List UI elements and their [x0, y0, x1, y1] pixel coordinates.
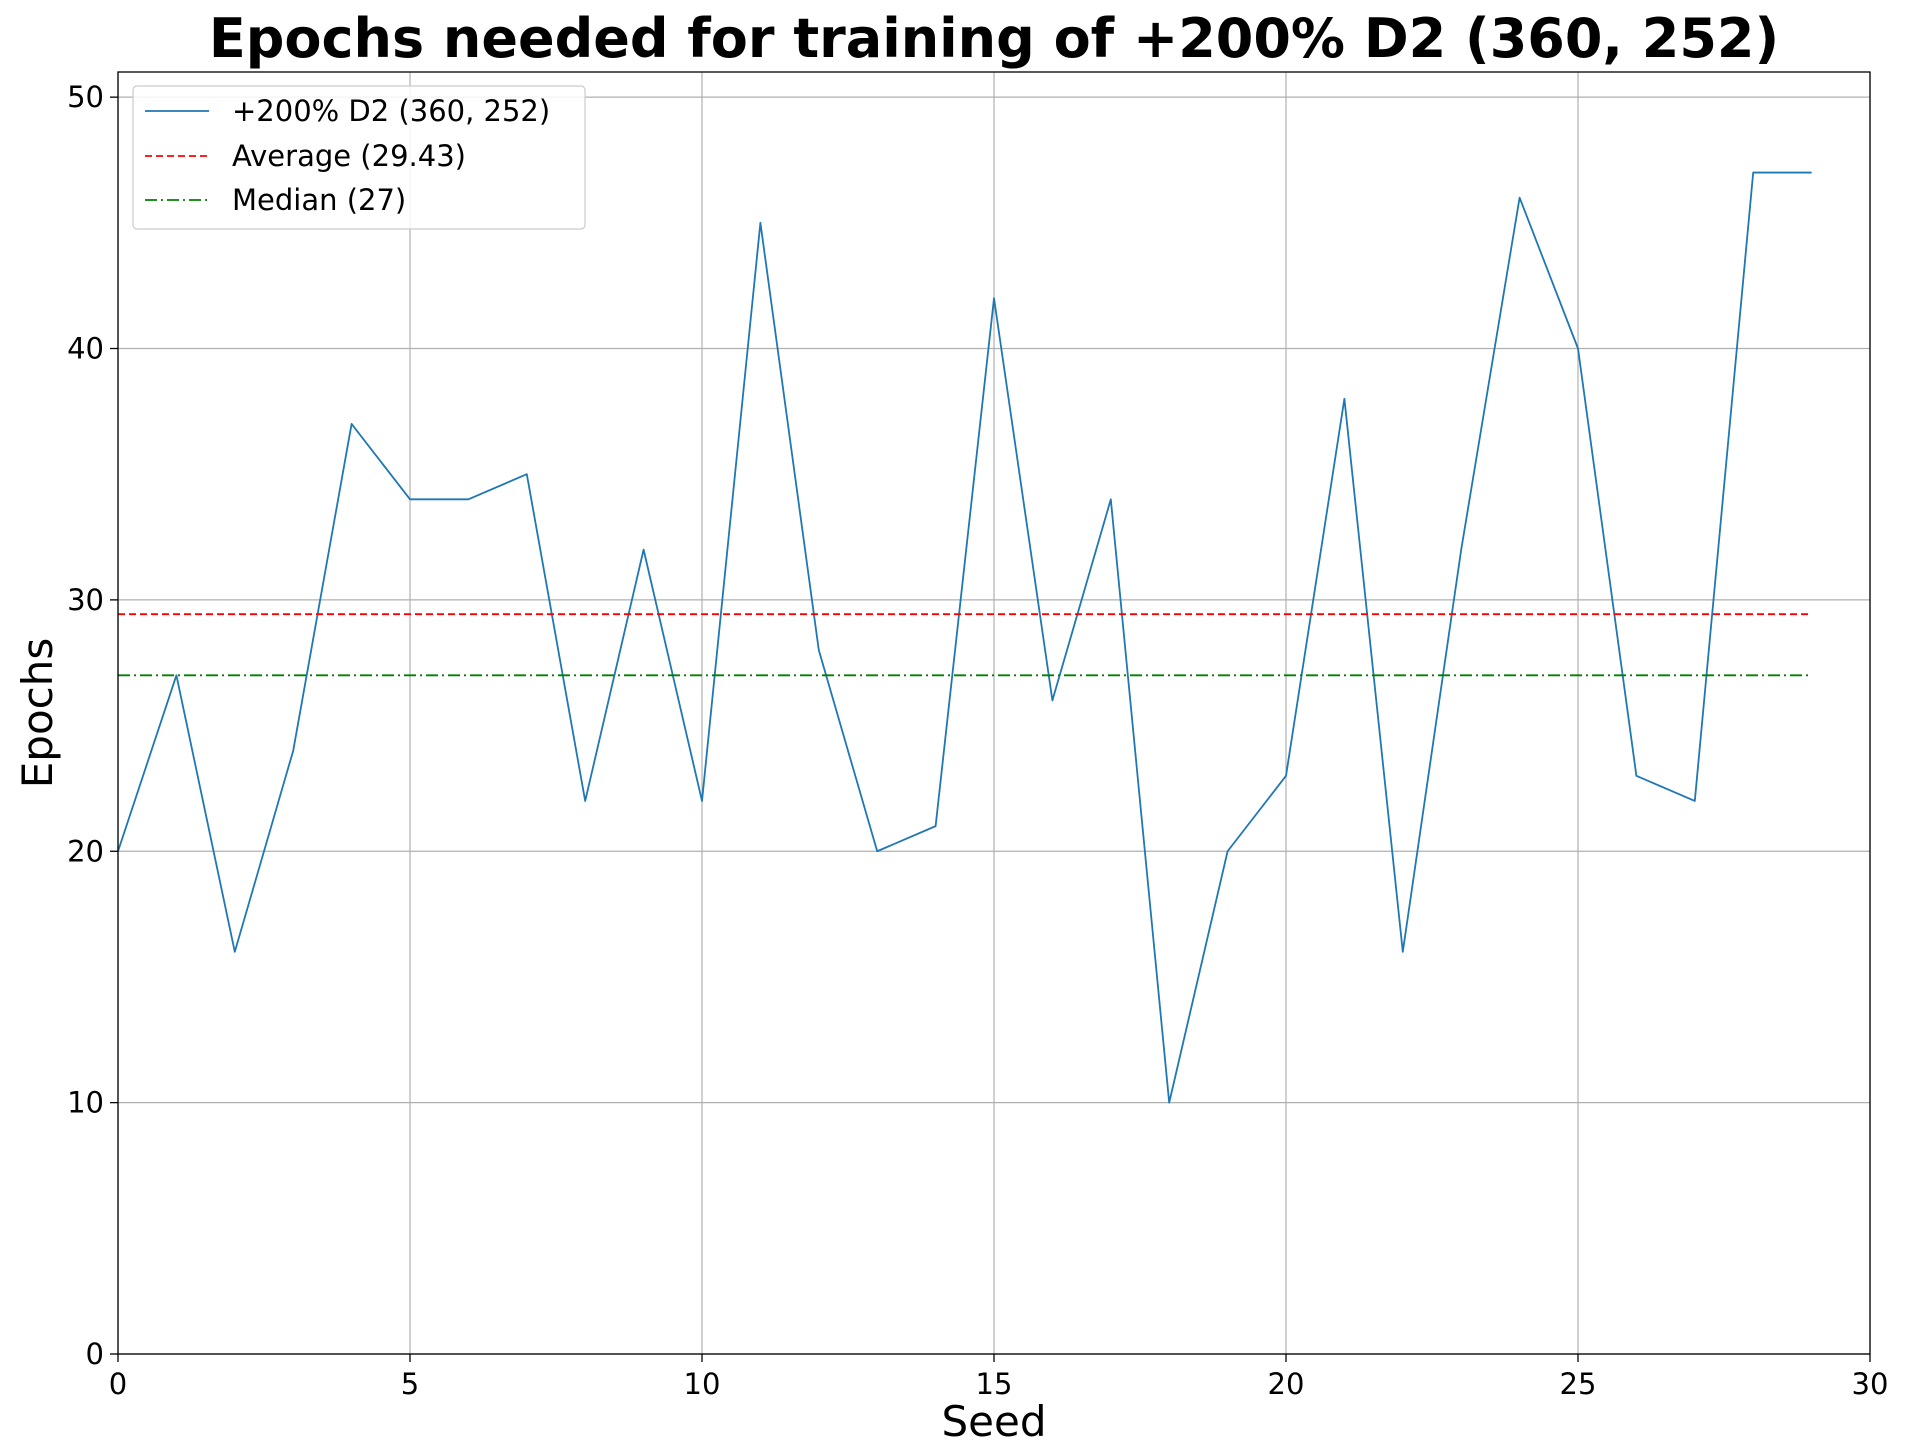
x-axis-label: Seed [942, 1397, 1047, 1440]
legend-label-average: Average (29.43) [232, 139, 466, 173]
y-axis-label: Epochs [13, 638, 62, 789]
chart-title: Epochs needed for training of +200% D2 (… [209, 7, 1779, 70]
legend-box [132, 85, 586, 230]
x-tick-label: 25 [1560, 1367, 1597, 1401]
x-tick-label: 5 [401, 1367, 419, 1401]
x-tick-label: 0 [109, 1367, 127, 1401]
series-layer [117, 171, 1812, 1104]
y-tick-label: 50 [67, 80, 104, 114]
y-tick-label: 10 [67, 1086, 104, 1120]
y-tick-label: 40 [67, 332, 104, 366]
y-tick-label: 20 [67, 834, 104, 868]
x-tick-label: 15 [976, 1367, 1013, 1401]
x-tick-label: 10 [684, 1367, 721, 1401]
legend-label-series: +200% D2 (360, 252) [232, 94, 550, 128]
series-line-epochs [117, 171, 1812, 1104]
x-tick-label: 20 [1268, 1367, 1305, 1401]
ticks: 0 5 10 15 20 25 30 0 10 20 30 40 50 [67, 80, 1888, 1401]
y-tick-label: 0 [86, 1337, 104, 1371]
legend: +200% D2 (360, 252) Average (29.43) Medi… [132, 85, 586, 230]
x-tick-label: 30 [1852, 1367, 1889, 1401]
y-tick-label: 30 [67, 583, 104, 617]
grid [117, 72, 1871, 1355]
legend-label-median: Median (27) [232, 183, 406, 217]
